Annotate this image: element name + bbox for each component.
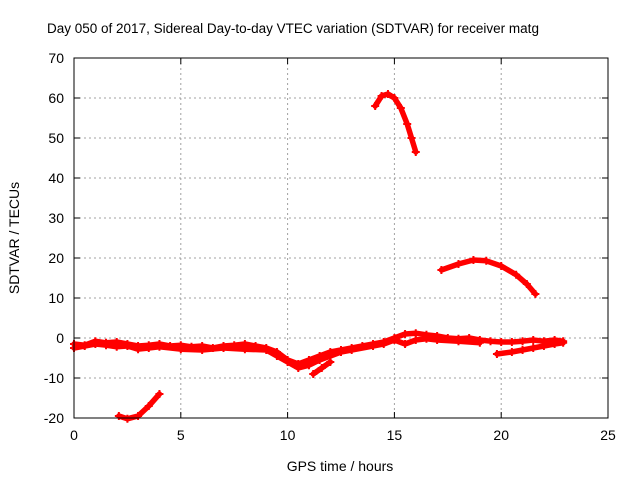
series-arc-dip-11h [309, 358, 335, 378]
data-point [219, 344, 228, 352]
plot-frame [73, 57, 609, 419]
x-tick-label: 0 [70, 427, 78, 443]
data-point [482, 256, 491, 265]
series-arc-baseline-second [70, 334, 484, 372]
x-tick-label: 25 [600, 427, 616, 443]
series-arc-peak-15h [371, 90, 420, 156]
data-point [433, 336, 442, 344]
data-point [262, 346, 271, 354]
data-point [401, 330, 410, 338]
y-tick-label: 20 [48, 250, 64, 266]
data-point [518, 337, 527, 346]
data-point [123, 342, 132, 350]
data-point [112, 342, 121, 351]
series-line [438, 257, 539, 297]
data-point [144, 402, 153, 410]
x-tick-label: 20 [493, 427, 509, 443]
data-point [390, 94, 399, 102]
data-point [407, 134, 416, 142]
data-point [507, 338, 516, 346]
data-point [155, 342, 164, 351]
y-tick-label: 0 [56, 330, 64, 346]
data-point [559, 338, 568, 347]
axis-ticks: 0 5 10 15 20 25 -20 -10 0 10 20 30 40 50 60 70 [44, 50, 616, 443]
data-point [396, 104, 405, 112]
grid-lines [74, 58, 608, 418]
data-point [176, 345, 185, 354]
data-point [80, 342, 89, 350]
data-point [123, 414, 132, 423]
data-point [401, 340, 410, 348]
data-point [497, 338, 506, 346]
x-axis-label: GPS time / hours [287, 458, 394, 474]
data-point [411, 329, 420, 338]
data-point [315, 356, 324, 364]
y-tick-label: -10 [44, 370, 64, 386]
data-point [469, 256, 478, 264]
data-point [550, 340, 559, 348]
y-tick-label: 60 [48, 90, 64, 106]
data-point [144, 344, 153, 352]
data-point [91, 340, 100, 348]
data-point [337, 348, 345, 356]
data-point [371, 102, 380, 110]
data-point [102, 341, 111, 350]
data-point [317, 364, 326, 372]
data-point [283, 358, 292, 366]
data-point [512, 270, 521, 279]
data-point [304, 361, 313, 370]
y-tick-label: 70 [48, 50, 64, 66]
x-tick-label: 15 [387, 427, 403, 443]
chart-title: Day 050 of 2017, Sidereal Day-to-day VTE… [47, 21, 539, 36]
data-point [531, 290, 540, 298]
data-point [198, 346, 207, 354]
data-point [475, 338, 484, 347]
data-point [422, 334, 431, 343]
y-axis-label: SDTVAR / TECUs [6, 182, 22, 294]
data-point [347, 346, 356, 354]
data-point [377, 92, 386, 100]
data-point [134, 345, 143, 354]
y-tick-label: 50 [48, 130, 64, 146]
data-point [309, 370, 318, 378]
x-tick-label: 10 [280, 427, 296, 443]
data-point [486, 337, 495, 346]
data-point [411, 148, 420, 156]
data-point [294, 364, 303, 372]
data-point [390, 336, 399, 344]
data-point [403, 120, 412, 128]
data-point [134, 412, 143, 420]
series-arc-mid-20 [437, 256, 540, 298]
x-tick-label: 5 [177, 427, 185, 443]
y-tick-label: 10 [48, 290, 64, 306]
data-point [529, 336, 538, 344]
y-tick-label: -20 [44, 410, 64, 426]
data-point [379, 340, 388, 348]
series-arc-late-low [492, 338, 568, 358]
data-point [383, 90, 392, 98]
data-marks [70, 90, 568, 423]
data-point [497, 262, 506, 270]
data-point [529, 344, 538, 352]
data-point [454, 260, 463, 268]
data-point [411, 336, 420, 344]
y-tick-label: 30 [48, 210, 64, 226]
data-point [518, 346, 527, 354]
data-point [114, 412, 123, 420]
data-point [539, 342, 548, 350]
data-point [437, 266, 446, 274]
data-point [155, 390, 164, 398]
data-point [522, 280, 531, 288]
data-point [507, 348, 516, 356]
data-point [492, 350, 501, 358]
data-point [326, 358, 335, 366]
y-tick-label: 40 [48, 170, 64, 186]
data-point [272, 352, 281, 360]
data-point [369, 342, 378, 350]
data-point [240, 345, 249, 354]
data-point [454, 337, 463, 346]
